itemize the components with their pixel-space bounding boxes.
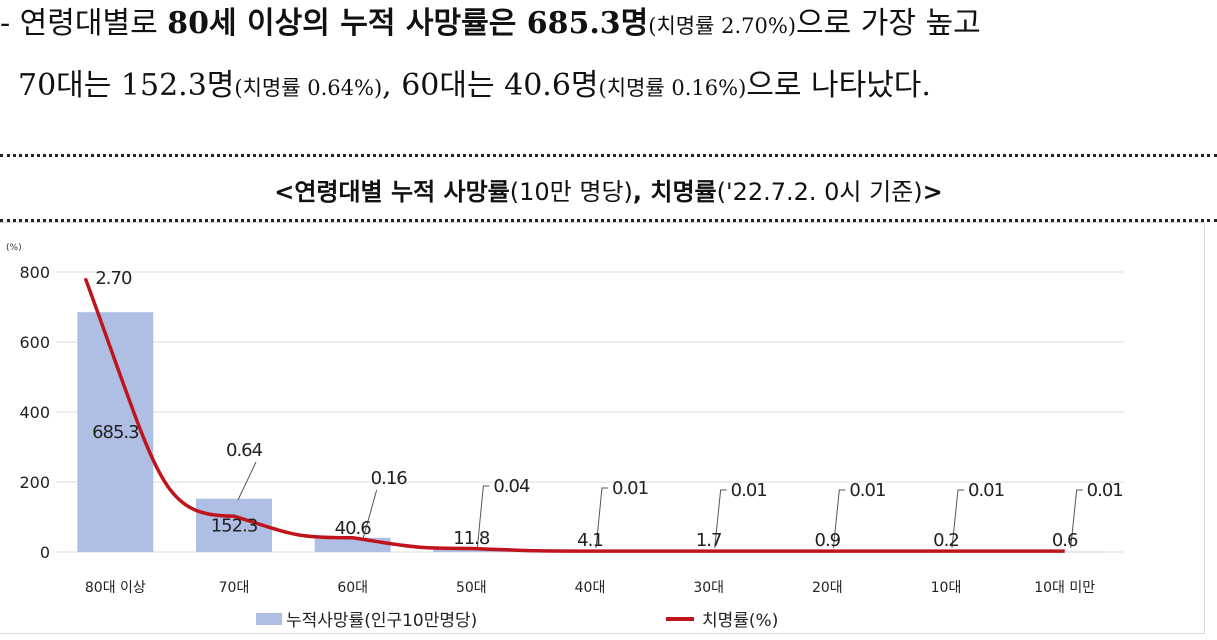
leader-line [362, 489, 378, 541]
chart-title-part: , 치명률 [632, 178, 717, 206]
paragraph-text: 80세 이상의 누적 사망률은 685.3명 [167, 6, 649, 41]
bar-value-label: 0.6 [1052, 530, 1078, 551]
fatality-rate-line [83, 277, 1065, 553]
leader-line [1070, 489, 1083, 549]
chart-title: <연령대별 누적 사망률(10만 명당), 치명률('22.7.2. 0시 기준… [0, 172, 1217, 207]
chart-title-part: (10만 명당) [509, 178, 633, 206]
leader-line [476, 485, 490, 549]
paragraph-text: 70대는 152.3명 [18, 68, 235, 103]
paragraph-line-1: - 연령대별로 80세 이상의 누적 사망률은 685.3명(치명률 2.70%… [0, 6, 981, 44]
y-tick-label: 400 [19, 403, 50, 422]
y-tick-label: 600 [19, 333, 50, 352]
paragraph-text: 으로 나타났다. [746, 68, 931, 103]
x-tick-label: 10대 [931, 580, 962, 596]
x-tick-label: 40대 [575, 580, 606, 596]
leader-line [237, 461, 257, 501]
legend-item-bar: 누적사망률(인구10만명당) [256, 606, 477, 631]
legend-item-line: 치명률(%) [666, 606, 778, 631]
y-axis-unit-label: (%) [6, 243, 22, 253]
line-value-label: 0.16 [371, 468, 408, 489]
leader-line [832, 489, 846, 549]
y-tick-label: 800 [19, 263, 50, 282]
bar-value-label: 685.3 [92, 422, 139, 443]
bar-value-label: 4.1 [577, 530, 603, 551]
x-tick-label: 80대 이상 [85, 580, 146, 596]
y-tick-label: 0 [40, 543, 50, 562]
chart-title-part: <연령대별 누적 사망률 [274, 178, 510, 206]
x-tick-label: 10대 미만 [1034, 580, 1095, 596]
legend-swatch-line [666, 616, 694, 621]
bar-value-label: 40.6 [335, 518, 372, 539]
line-value-label: 0.01 [968, 480, 1004, 501]
x-tick-label: 60대 [337, 580, 368, 596]
paragraph-text: 으로 가장 높고 [796, 6, 981, 41]
paragraph-text: (치명률 0.64%) [234, 76, 383, 100]
line-value-label: 0.04 [493, 476, 530, 497]
bar-value-label: 11.8 [453, 528, 490, 549]
chart-frame [0, 222, 1205, 634]
line-value-label: 2.70 [95, 268, 132, 289]
divider-top [0, 154, 1217, 157]
legend-swatch-bar [256, 612, 282, 625]
line-value-label: 0.01 [1087, 480, 1123, 501]
chart-title-part: > [922, 178, 943, 206]
y-tick-label: 200 [19, 473, 50, 492]
legend-label-bar: 누적사망률(인구10만명당) [286, 611, 478, 631]
line-value-label: 0.01 [731, 480, 767, 501]
paragraph-text: , 60대는 40.6명 [382, 68, 599, 103]
leader-line [595, 487, 608, 549]
paragraph-text: (치명률 0.16%) [598, 76, 747, 100]
line-value-label: 0.01 [612, 478, 648, 499]
paragraph-text: - 연령대별로 [0, 6, 168, 41]
x-tick-label: 20대 [812, 580, 843, 596]
bar [314, 537, 391, 552]
bar-value-label: 0.9 [815, 530, 841, 551]
bar-value-label: 0.2 [933, 530, 959, 551]
bar-value-label: 152.3 [211, 515, 258, 536]
leader-line [951, 489, 964, 549]
paragraph-line-2: 70대는 152.3명(치명률 0.64%), 60대는 40.6명(치명률 0… [18, 68, 931, 106]
chart-title-part: ('22.7.2. 0시 기준) [716, 178, 923, 206]
x-tick-label: 50대 [456, 580, 487, 596]
line-value-label: 0.64 [226, 440, 263, 461]
x-tick-label: 70대 [219, 580, 250, 596]
x-tick-label: 30대 [693, 580, 724, 596]
divider-bottom [0, 219, 1217, 222]
bar-value-label: 1.7 [696, 530, 722, 551]
legend-label-line: 치명률(%) [702, 611, 779, 631]
leader-line [714, 489, 727, 549]
line-value-label: 0.01 [849, 480, 885, 501]
paragraph-text: (치명률 2.70%) [648, 14, 797, 38]
